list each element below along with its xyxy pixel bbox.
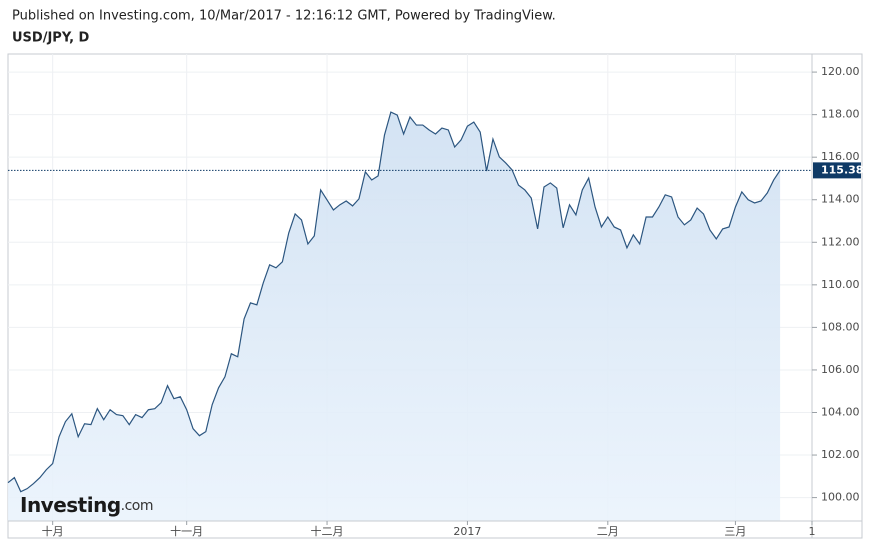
logo: Investing.com [20, 493, 153, 517]
y-tick-label: 114.00 [821, 193, 860, 206]
chart-title: USD/JPY, D [12, 31, 90, 46]
header: Published on Investing.com, 10/Mar/2017 … [12, 9, 556, 24]
last-price-tag [813, 162, 861, 179]
marks [7, 111, 812, 521]
y-tick-label: 116.00 [821, 150, 860, 163]
x-tick-label: 十一月 [170, 524, 203, 538]
x-tick-label: 1 [809, 525, 816, 538]
last-price-label: 115.38 [821, 163, 863, 176]
y-tick-label: 118.00 [821, 108, 860, 121]
y-tick-label: 102.00 [821, 448, 860, 461]
x-tick-label: 二月 [597, 525, 619, 538]
logo-name: Investing [20, 493, 121, 517]
y-tick-label: 110.00 [821, 278, 860, 291]
area [8, 112, 781, 521]
x-tick-label: 十月 [42, 524, 64, 538]
x-tick-label: 十二月 [311, 524, 344, 538]
labels: 100.00 102.00 104.00 106.00 108.00 110.00 112.… [42, 65, 864, 538]
frame [7, 53, 863, 539]
y-tick-label: 112.00 [821, 235, 860, 248]
y-tick-label: 100.00 [821, 491, 860, 504]
x-tick-label: 三月 [724, 525, 746, 538]
x-tick-label: 2017 [453, 525, 481, 538]
logo-suffix: .com [121, 498, 153, 514]
y-tick-label: 108.00 [821, 320, 860, 333]
line [7, 111, 781, 493]
y-tick-label: 104.00 [821, 405, 860, 418]
y-tick-label: 106.00 [821, 363, 860, 376]
y-tick-label: 120.00 [821, 65, 860, 78]
